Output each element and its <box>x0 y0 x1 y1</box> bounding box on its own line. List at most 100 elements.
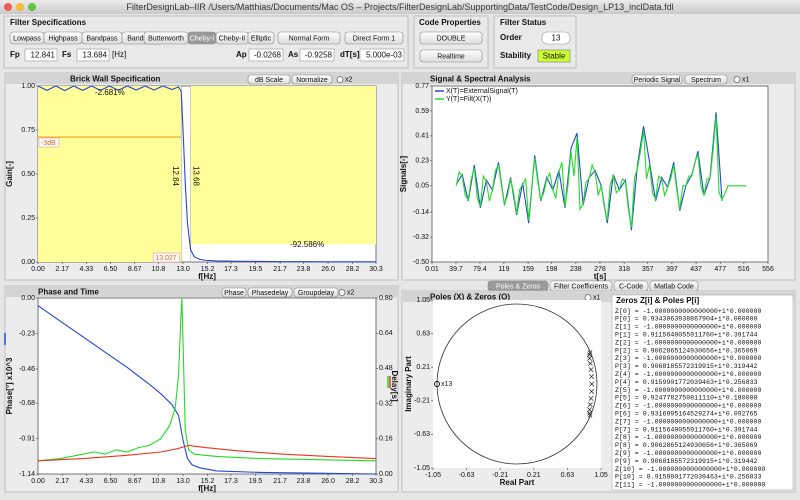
button[interactable] <box>344 31 404 45</box>
series-line <box>37 305 377 475</box>
order-value: 13 <box>552 34 561 43</box>
button-label: Cheby-II <box>219 35 246 42</box>
x-tick-label: 19.5 <box>249 266 263 273</box>
y-tick-label: -0.68 <box>19 400 35 407</box>
x-tick-label: 477 <box>714 266 726 273</box>
zoom-button[interactable] <box>28 3 36 11</box>
status-field <box>537 49 571 63</box>
zoom-icon[interactable] <box>733 76 741 83</box>
stopband-region <box>190 86 376 245</box>
button-label: Normalize <box>296 77 328 84</box>
x-tick-label: 30.3 <box>369 266 383 273</box>
y-tick-label: -0.50 <box>413 259 429 266</box>
text-field[interactable] <box>359 48 405 62</box>
pole-marker <box>587 356 593 361</box>
button[interactable] <box>221 287 247 298</box>
zoom-icon[interactable] <box>336 76 344 83</box>
list-row: Z[11] = -1.0000000000000000+i*0.000000 <box>615 482 765 489</box>
button-label: Normal Form <box>289 35 330 42</box>
x-tick-label: -0.21 <box>492 472 508 479</box>
y-tick-label: 0.21 <box>416 364 430 371</box>
annotation: 12.84 <box>171 166 180 187</box>
button[interactable] <box>684 74 728 85</box>
annotation-box <box>152 252 180 263</box>
panel-title: Phase and Time <box>38 288 99 297</box>
button-label: Spectrum <box>691 77 721 84</box>
y-tick-label: 0.05 <box>415 183 429 190</box>
y-tick-label: 0.23 <box>415 158 429 165</box>
series-line <box>455 116 747 228</box>
button-label: DOUBLE <box>437 35 466 42</box>
minimize-button[interactable] <box>16 3 24 11</box>
button[interactable] <box>247 74 291 85</box>
y-tick-label: -1.14 <box>19 471 35 478</box>
plot-area <box>431 85 769 263</box>
x-tick-label: 17.3 <box>224 478 238 485</box>
button[interactable] <box>247 31 275 45</box>
y-tick-label: -0.21 <box>414 398 430 405</box>
close-button[interactable] <box>4 3 12 11</box>
text-field[interactable] <box>24 48 58 62</box>
text-field[interactable] <box>299 48 335 62</box>
text-field[interactable] <box>76 48 110 62</box>
field-label: Fs <box>62 50 72 59</box>
field-value: 12.841 <box>31 51 56 60</box>
pole-marker <box>587 360 593 366</box>
panel-title: Brick Wall Specification <box>70 75 161 84</box>
button[interactable] <box>293 287 339 298</box>
y2-tick-label: 0.00 <box>379 471 393 478</box>
button-label: C-Code <box>619 283 643 290</box>
plot-area <box>433 300 601 468</box>
field-label: Fp <box>10 50 20 59</box>
title-bar <box>0 0 800 14</box>
x-tick-label: 556 <box>762 266 774 273</box>
button-label: Phase <box>224 290 244 297</box>
x-tick-label: -1.05 <box>425 472 441 479</box>
x-tick-label: 30.3 <box>369 478 383 485</box>
x-tick-label: 4.33 <box>79 266 93 273</box>
x-tick-label: 119 <box>498 266 509 273</box>
button[interactable] <box>419 31 483 45</box>
x-tick-label: 4.33 <box>79 478 93 485</box>
button[interactable] <box>631 74 683 85</box>
x-tick-label: 26.0 <box>321 266 335 273</box>
x-tick-label: 357 <box>642 266 654 273</box>
y-tick-label: 0.25 <box>21 215 35 222</box>
y-axis-label: Imaginary Part <box>404 356 413 412</box>
zoom-icon[interactable] <box>338 289 346 296</box>
x-tick-label: 2.17 <box>55 478 69 485</box>
button[interactable] <box>291 74 333 85</box>
group-title: Filter Status <box>500 18 547 27</box>
x-axis-label: f[Hz] <box>198 484 216 493</box>
button-label: Elliptic <box>251 35 272 42</box>
x-tick-label: 19.5 <box>249 478 263 485</box>
field-value: 13.684 <box>83 51 108 60</box>
x-tick-label: 8.67 <box>128 266 142 273</box>
button-label: Bandstop <box>127 35 157 42</box>
pole-marker <box>587 402 593 408</box>
button-label: Phasedelay <box>252 290 289 297</box>
button[interactable] <box>247 287 293 298</box>
list-title: Zeros Z[i] & Poles P[i] <box>616 296 699 305</box>
list-row: Z[6] = -1.0000000000000000+i*0.000000 <box>615 403 761 410</box>
button-label: Direct Form 1 <box>353 35 396 42</box>
series-line <box>37 85 376 263</box>
text-field[interactable] <box>248 48 284 62</box>
list-row: P[1] = 0.9115640055911760+i*0.391744 <box>615 331 757 338</box>
legend-label: Y(T)=Filt(X(T)) <box>446 96 491 103</box>
x-tick-label: 0.63 <box>561 472 575 479</box>
button[interactable] <box>277 31 341 45</box>
unit-circle <box>436 303 598 465</box>
annotation: 13.68 <box>191 166 200 187</box>
zoom-icon[interactable] <box>584 294 592 301</box>
y-tick-label: 0.00 <box>21 295 35 302</box>
x-tick-label: 6.50 <box>104 478 118 485</box>
button[interactable] <box>419 49 483 63</box>
zero-marker <box>434 381 440 387</box>
button-label: Poles & Zeros <box>496 283 540 290</box>
zoom-label: x2 <box>345 76 353 83</box>
button-label: Cheby-I <box>190 35 215 42</box>
list-row: Z[3] = -1.0000000000000000+i*0.000000 <box>615 355 761 362</box>
x-tick-label: 28.2 <box>346 266 360 273</box>
field-label: dT[s] <box>340 50 360 59</box>
